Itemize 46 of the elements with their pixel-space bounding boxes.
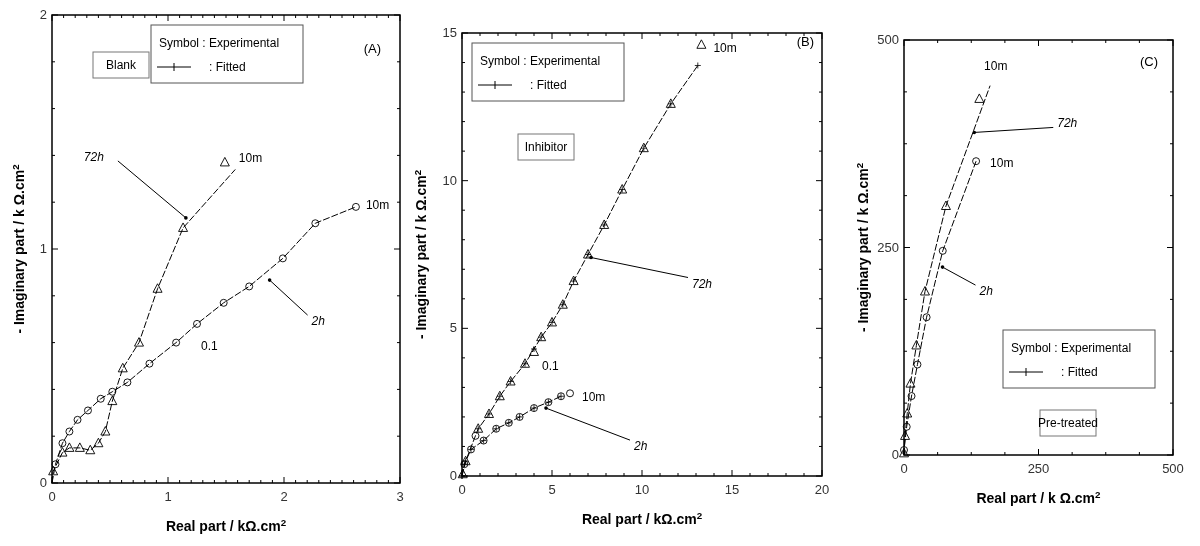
annotation: 2h [978,284,994,299]
annotation: 10m [990,156,1014,171]
annotation: (C) [1139,54,1158,69]
annotation: 2h [633,439,648,454]
x-axis-title: Real part / kΩ.cm$^{2}$ [581,509,703,527]
annotation: 0.1 [201,338,219,353]
annotation: 2h [310,314,326,329]
x-tick-label: 1 [164,489,172,504]
x-tick-label: 2 [280,489,288,504]
annotation: 10m [713,40,737,55]
y-tick-label: 0 [891,447,899,462]
x-tick-label: 250 [1027,461,1050,476]
x-tick-label: 3 [396,489,404,504]
x-axis-title: Real part / kΩ.cm$^{2}$ [165,516,287,534]
annotation: (B) [796,34,814,49]
x-tick-label: 500 [1162,461,1184,476]
annotation: 72h [1057,116,1078,131]
annotation: 10m [582,390,606,405]
y-tick-label: 10 [442,172,457,188]
annotation: (A) [363,41,381,56]
annotation: Symbol : Experimental [480,54,601,68]
annotation: : Fitted [209,60,246,74]
y-tick-label: 5 [449,320,457,336]
annotation: 72h [83,149,105,164]
y-tick-label: 250 [877,239,899,255]
annotation: 10m [984,58,1008,73]
annotation: Pre-treated [1037,416,1099,430]
annotation: 0.1 [542,358,560,373]
y-tick-label: 1 [39,241,47,256]
annotation: Blank [105,58,137,72]
x-axis-title: Real part / k Ω.cm$^{2}$ [976,488,1102,506]
y-tick-label: 2 [39,7,47,22]
annotation: : Fitted [530,78,567,92]
annotation: Symbol : Experimental [159,36,280,50]
annotation: : Fitted [1061,365,1098,379]
y-tick-label: 15 [442,25,457,40]
annotation: 10m [238,151,263,166]
annotation: Symbol : Experimental [1011,341,1132,355]
x-tick-label: 10 [634,482,650,497]
x-tick-label: 5 [548,482,556,497]
x-tick-label: 15 [724,482,740,497]
x-tick-label: 20 [814,482,830,497]
annotation: Inhibitor [524,140,568,154]
y-tick-label: 500 [877,32,899,47]
annotation: 10m [365,197,390,212]
annotation: 72h [692,276,713,291]
